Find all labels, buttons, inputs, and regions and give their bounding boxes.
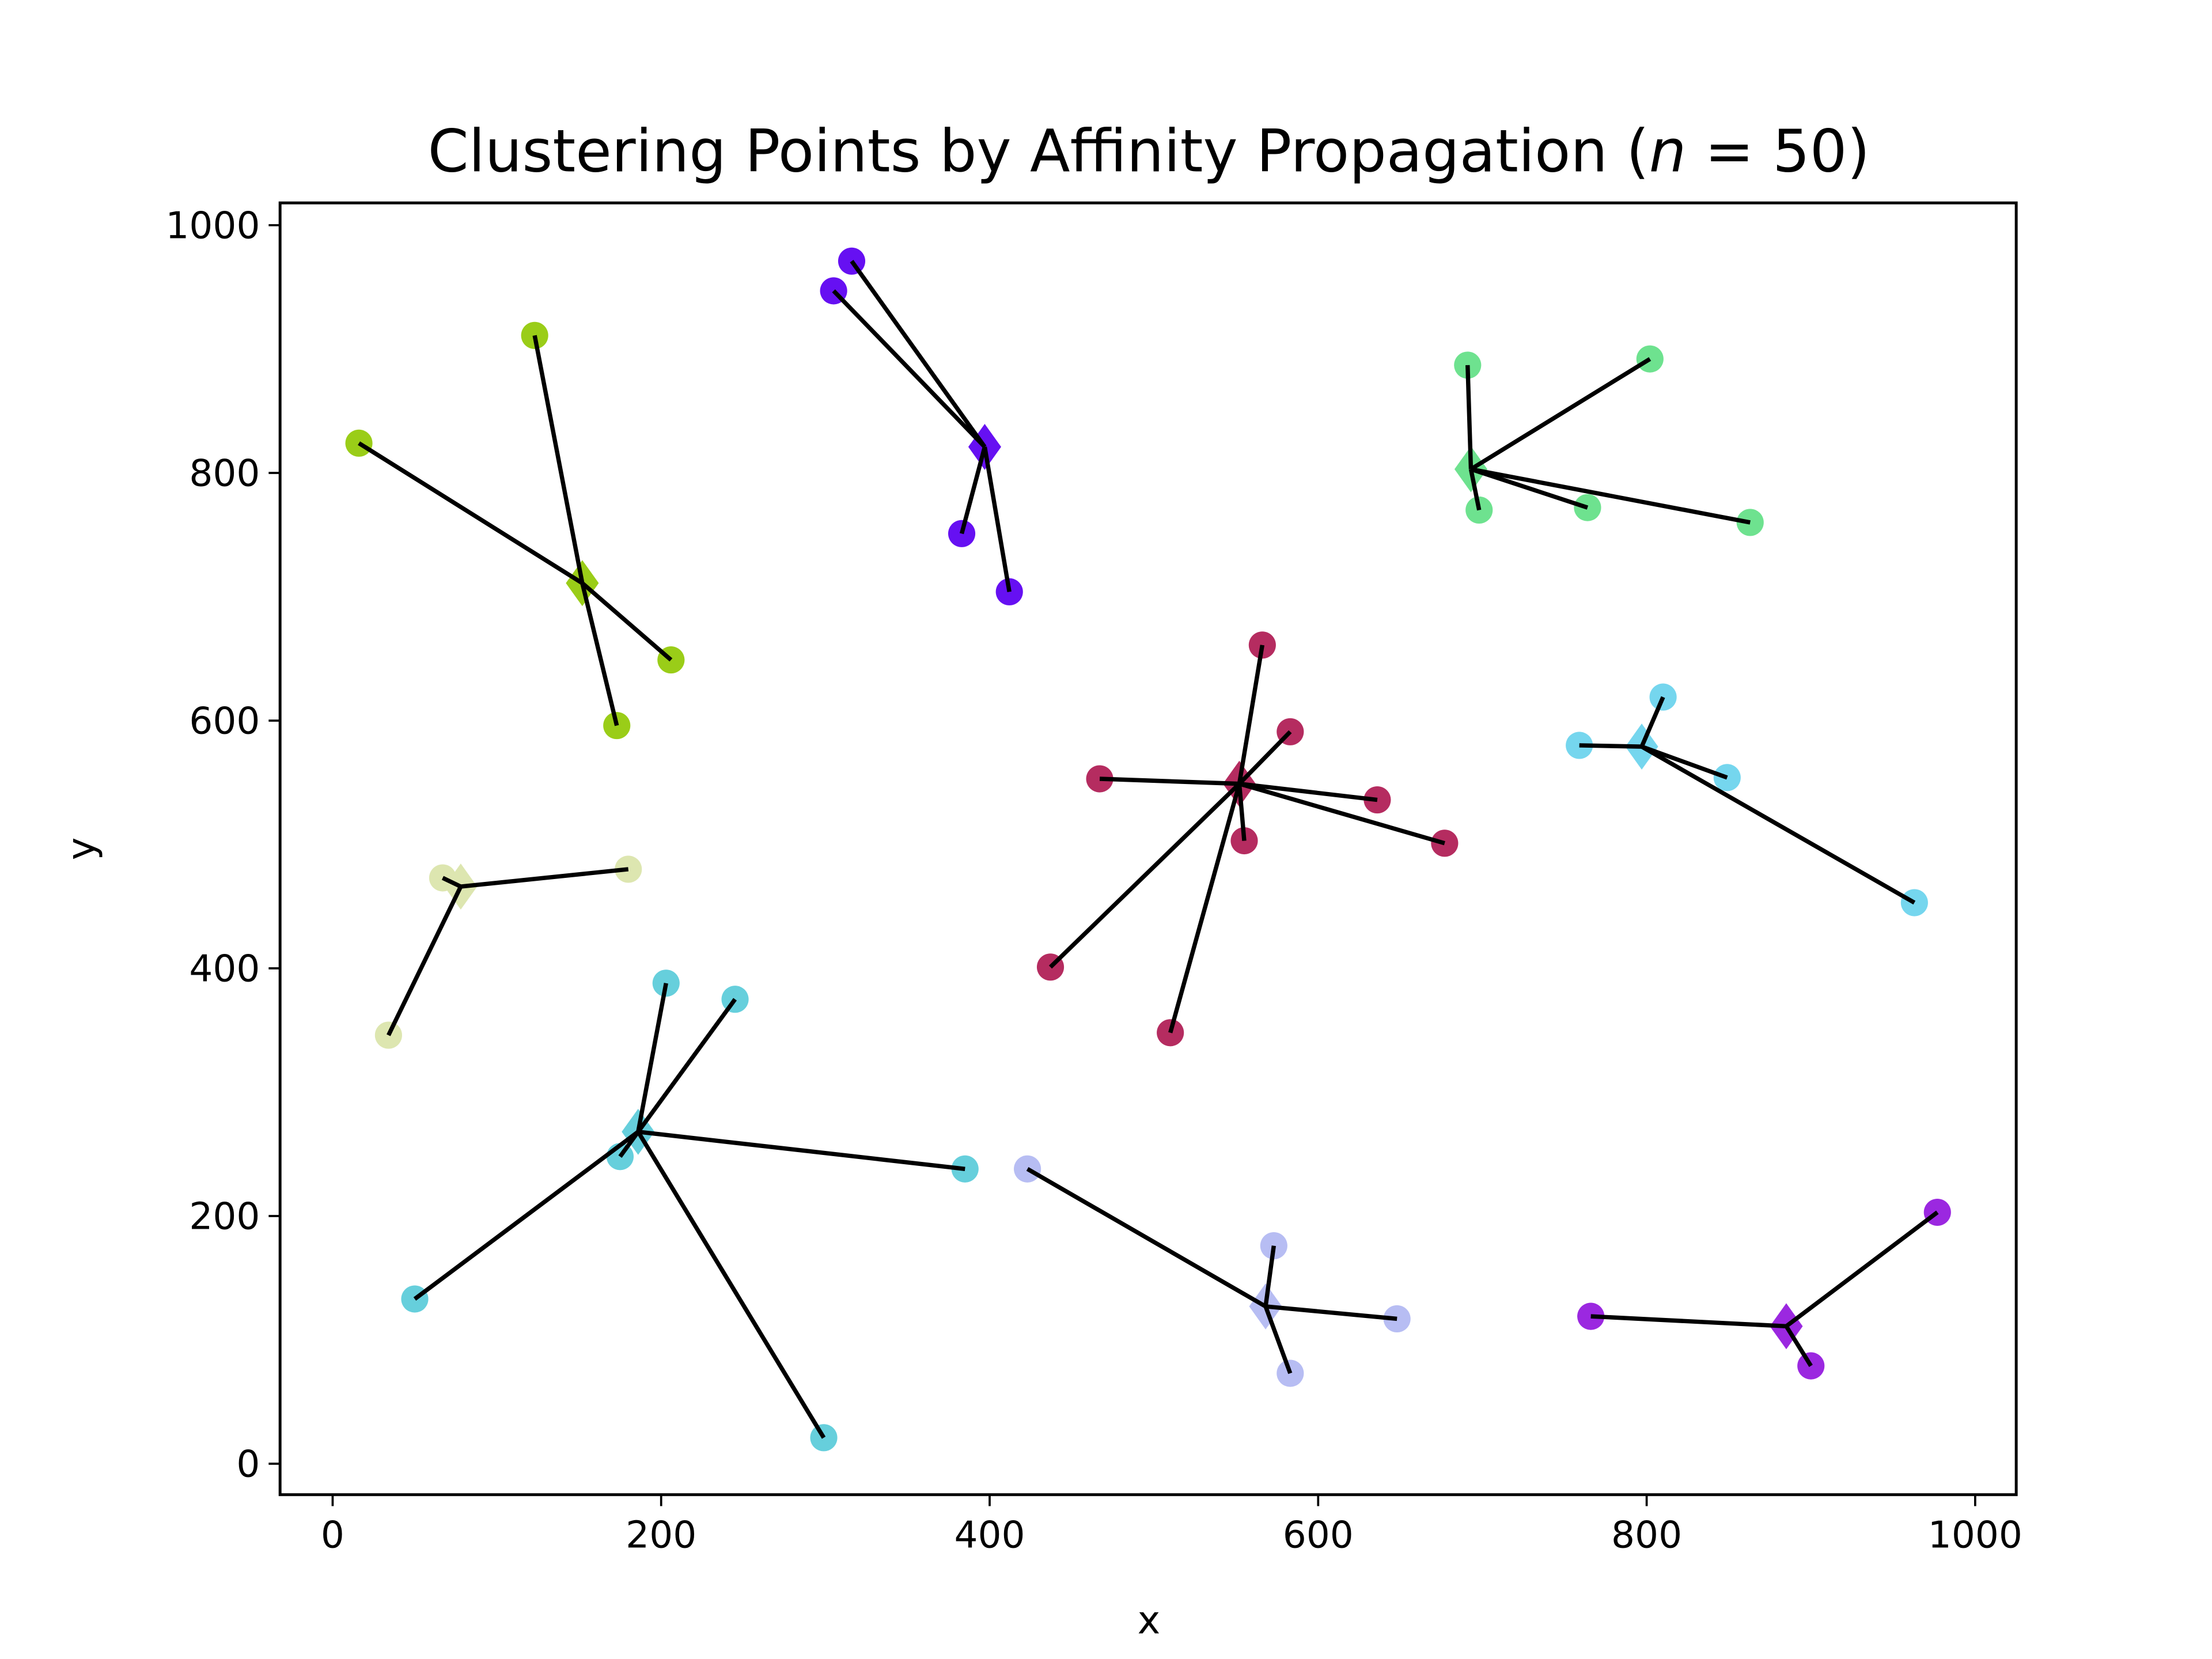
cluster-5 bbox=[1566, 683, 1928, 916]
data-point bbox=[1454, 351, 1482, 379]
cluster-4 bbox=[1036, 631, 1459, 1047]
cluster-link bbox=[638, 1130, 965, 1171]
cluster-7 bbox=[401, 969, 979, 1452]
cluster-link bbox=[1468, 468, 1482, 511]
cluster-3 bbox=[1454, 345, 1764, 536]
data-point bbox=[652, 969, 680, 997]
axes-frame bbox=[278, 201, 2018, 1497]
x-tick-label: 400 bbox=[954, 1514, 1025, 1557]
cluster-link bbox=[850, 260, 987, 448]
x-tick-label: 600 bbox=[1283, 1514, 1354, 1557]
cluster-8 bbox=[1014, 1155, 1411, 1387]
cluster-link bbox=[1579, 743, 1642, 749]
cluster-link bbox=[636, 1130, 826, 1439]
cluster-link bbox=[581, 581, 673, 662]
cluster-link bbox=[358, 441, 584, 585]
chart-title: Clustering Points by Affinity Propagatio… bbox=[428, 118, 1870, 185]
cluster-link bbox=[580, 582, 619, 726]
x-tick-label: 0 bbox=[321, 1514, 344, 1557]
cluster-link bbox=[636, 983, 668, 1132]
cluster-link bbox=[1784, 1325, 1813, 1368]
cluster-link bbox=[959, 446, 987, 535]
cluster-link bbox=[1641, 744, 1728, 780]
cluster-link bbox=[1590, 1314, 1787, 1329]
cluster-link bbox=[1470, 467, 1589, 510]
y-tick-label: 0 bbox=[236, 1442, 260, 1486]
data-point bbox=[1277, 1359, 1304, 1387]
cluster-link bbox=[1470, 467, 1751, 525]
cluster-link bbox=[1465, 365, 1474, 469]
x-tick-label: 800 bbox=[1611, 1514, 1682, 1557]
cluster-link bbox=[1099, 777, 1240, 786]
cluster-link bbox=[1239, 781, 1378, 802]
y-axis-label: y bbox=[59, 838, 104, 861]
data-point bbox=[603, 711, 631, 740]
y-tick-label: 400 bbox=[189, 947, 260, 990]
cluster-link bbox=[1237, 730, 1292, 786]
cluster-link bbox=[460, 867, 629, 889]
cluster-link bbox=[1785, 1210, 1939, 1328]
y-tick-label: 600 bbox=[189, 699, 260, 743]
cluster-link bbox=[636, 998, 737, 1133]
cluster-2 bbox=[820, 247, 1023, 605]
x-tick-label: 200 bbox=[626, 1514, 696, 1557]
cluster-link bbox=[1237, 783, 1247, 841]
x-tick-label: 1000 bbox=[1928, 1514, 2022, 1557]
cluster-6 bbox=[374, 855, 642, 1049]
data-point bbox=[1383, 1305, 1411, 1332]
cluster-link bbox=[1265, 1304, 1397, 1321]
cluster-link bbox=[1048, 782, 1241, 969]
cluster-link bbox=[1168, 783, 1242, 1033]
cluster-link bbox=[1469, 357, 1652, 471]
cluster-link bbox=[982, 446, 1012, 592]
data-point bbox=[374, 1021, 402, 1049]
y-tick-label: 1000 bbox=[165, 204, 260, 247]
x-axis: 0 200 400 600 800 1000 bbox=[321, 1494, 2022, 1557]
y-tick-label: 200 bbox=[189, 1195, 260, 1238]
data-point bbox=[345, 429, 373, 457]
cluster-link bbox=[441, 876, 462, 889]
cluster-link bbox=[1639, 696, 1665, 748]
data-point bbox=[995, 578, 1023, 605]
x-axis-label: x bbox=[1138, 1597, 1161, 1642]
cluster-link bbox=[1641, 744, 1916, 905]
cluster-link bbox=[413, 1130, 640, 1301]
cluster-link bbox=[532, 335, 585, 584]
cluster-link bbox=[1263, 1305, 1293, 1374]
cluster-link bbox=[1238, 782, 1445, 846]
cluster-1 bbox=[345, 321, 685, 740]
y-axis: 0 200 400 600 800 1000 bbox=[165, 204, 281, 1486]
plot-area bbox=[345, 247, 1951, 1452]
cluster-link bbox=[1237, 645, 1265, 785]
cluster-link bbox=[1263, 1245, 1276, 1307]
cluster-9 bbox=[1577, 1198, 1951, 1380]
cluster-link bbox=[1026, 1167, 1267, 1309]
cluster-link bbox=[832, 289, 987, 449]
y-tick-label: 800 bbox=[189, 452, 260, 495]
data-point bbox=[948, 520, 976, 547]
cluster-link bbox=[387, 885, 463, 1036]
